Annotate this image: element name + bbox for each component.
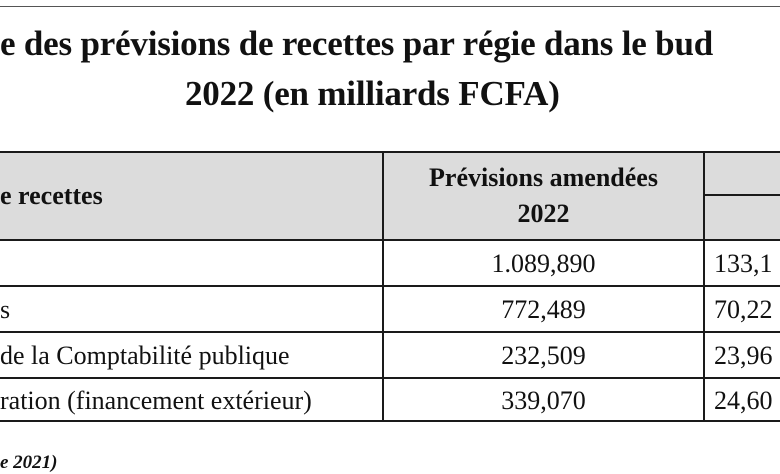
row-label: de la Comptabilité publique	[0, 341, 290, 370]
header-previsions-line2: 2022	[517, 199, 570, 228]
row-partial-value: 70,22	[714, 295, 773, 324]
table-rule	[0, 420, 780, 422]
row-label: s	[0, 295, 11, 324]
table-column-rule	[382, 151, 384, 422]
row-partial-value: 23,96	[714, 341, 773, 370]
table-column-rule	[703, 151, 705, 422]
title-line-1: e des prévisions de recettes par régie d…	[0, 24, 713, 63]
row-value: 339,070	[501, 386, 586, 415]
header-recettes: e recettes	[0, 181, 103, 210]
table-rule	[0, 377, 780, 379]
table-rule	[705, 194, 780, 196]
row-value: 772,489	[501, 295, 586, 324]
table-header-background	[0, 151, 780, 241]
row-value: 1.089,890	[491, 249, 596, 278]
revenue-table: e recettes Prévisions amendées 2022 1.08…	[0, 151, 780, 422]
row-partial-value: 24,60	[714, 386, 773, 415]
header-previsions-line1: Prévisions amendées	[429, 163, 658, 192]
row-label: ration (financement extérieur)	[0, 386, 312, 415]
table-rule	[0, 285, 780, 287]
table-rule	[0, 239, 780, 241]
top-rule	[0, 6, 780, 7]
row-value: 232,509	[501, 341, 586, 370]
source-note: e 2021)	[0, 452, 58, 473]
table-rule	[0, 151, 780, 153]
title-line-2: 2022 (en milliards FCFA)	[185, 74, 560, 113]
table-rule	[0, 331, 780, 333]
row-partial-value: 133,1	[714, 249, 773, 278]
